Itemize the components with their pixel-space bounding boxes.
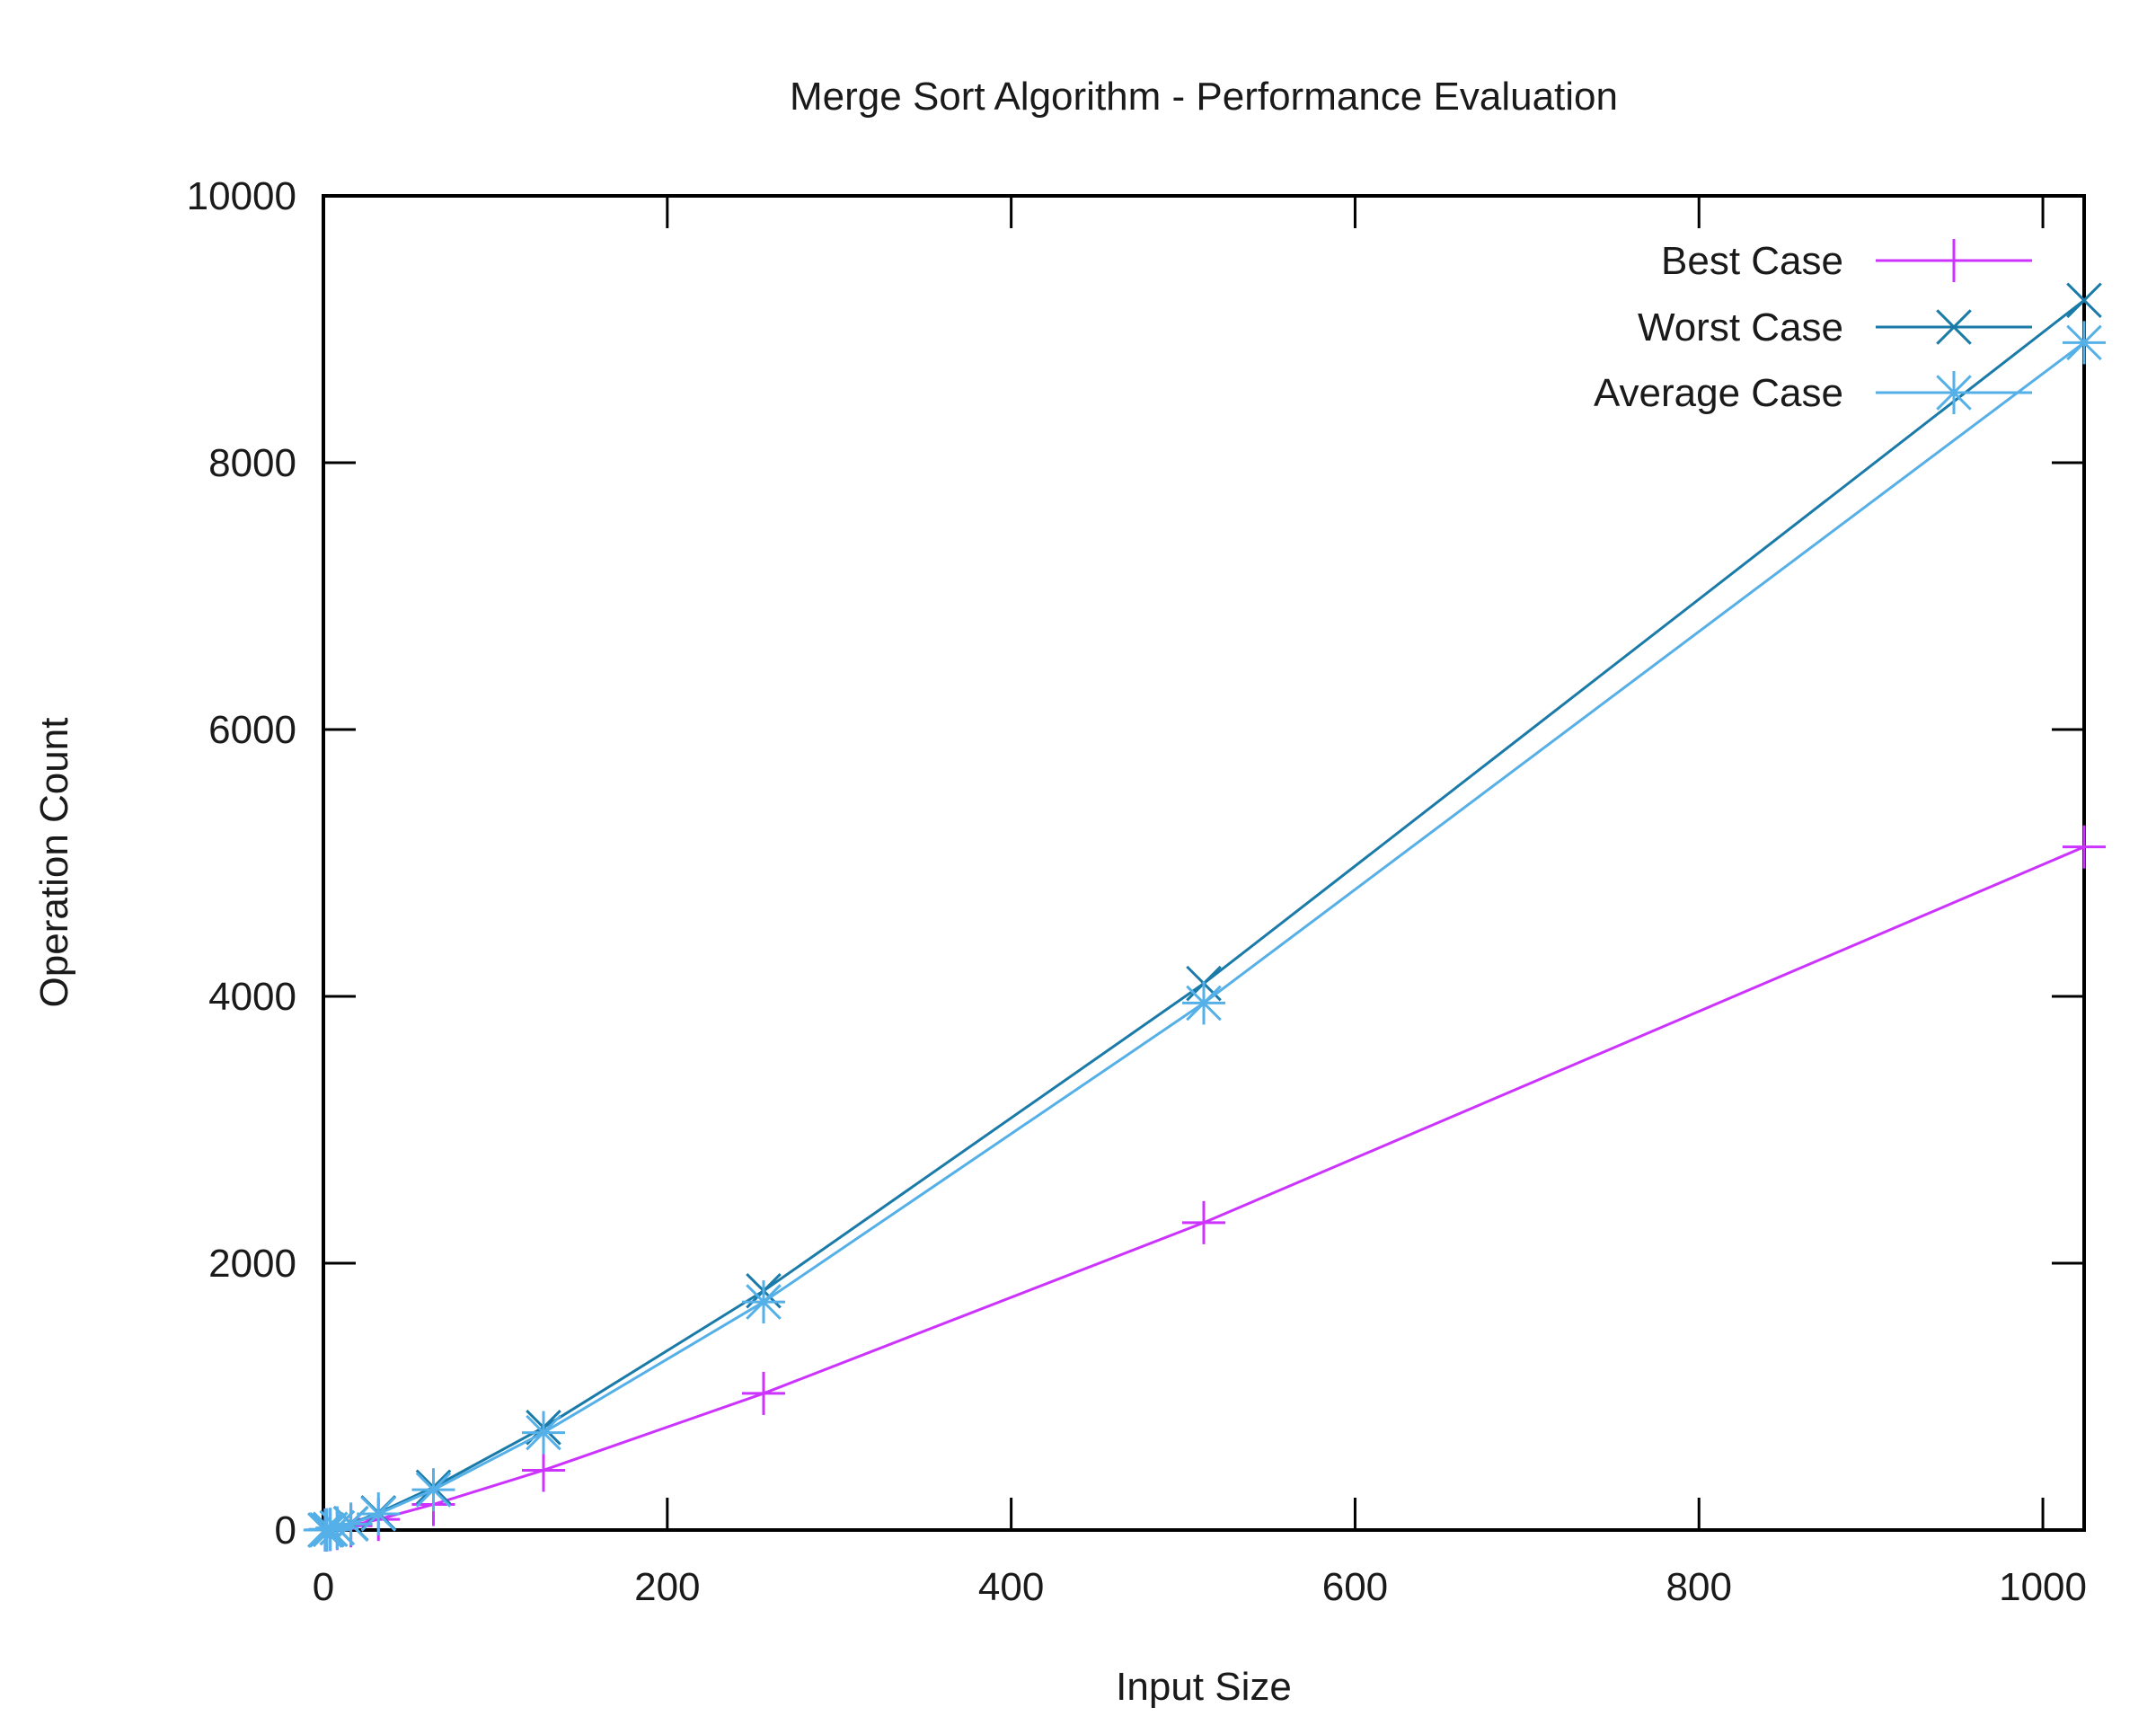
data-point [329,1502,373,1546]
data-point [742,1280,785,1324]
data-point [1182,1200,1225,1244]
x-tick-label: 0 [313,1565,334,1609]
y-tick-label: 8000 [208,441,296,485]
y-tick-label: 10000 [187,174,296,218]
legend-item: Best Case [1661,239,2032,283]
x-tick-label: 600 [1322,1565,1388,1609]
series-line [324,341,2085,1532]
y-tick-label: 0 [275,1508,296,1552]
data-point [522,1411,565,1455]
x-tick-label: 1000 [1999,1565,2087,1609]
data-point [357,1492,401,1536]
legend-label: Best Case [1661,239,1843,283]
x-axis-ticks: 0 200 400 600 800 1000 [313,196,2087,1609]
series-best-case [303,825,2106,1552]
legend-label: Worst Case [1638,305,1843,349]
data-point [1182,981,1225,1025]
data-point [742,1371,785,1415]
legend-marker [1932,371,1975,414]
x-axis-label: Input Size [1116,1665,1292,1709]
y-tick-label: 4000 [208,975,296,1019]
legend-marker [1932,239,1975,282]
legend-label: Average Case [1594,371,1843,415]
x-tick-label: 400 [978,1565,1044,1609]
data-point [2063,321,2106,365]
series-line [324,299,2085,1532]
x-tick-label: 800 [1666,1565,1732,1609]
legend: Best Case Worst Case Average Case [1594,239,2032,415]
legend-marker [1936,309,1972,345]
y-tick-label: 6000 [208,708,296,752]
data-point [522,1448,565,1492]
series-worst-case [307,282,2102,1548]
chart-title: Merge Sort Algorithm - Performance Evalu… [790,75,1618,119]
x-tick-label: 200 [634,1565,700,1609]
y-axis-label: Operation Count [32,718,76,1008]
y-tick-label: 2000 [208,1242,296,1286]
series-line [324,845,2085,1532]
series-average-case [303,321,2106,1552]
data-point [308,1508,352,1552]
data-point [2063,825,2106,869]
data-point [2066,282,2102,319]
legend-item: Worst Case [1638,305,2032,349]
legend-item: Average Case [1594,371,2032,415]
data-point [411,1468,455,1512]
series-layer [303,282,2106,1552]
y-axis-ticks: 0 2000 4000 6000 8000 10000 [187,174,2084,1552]
